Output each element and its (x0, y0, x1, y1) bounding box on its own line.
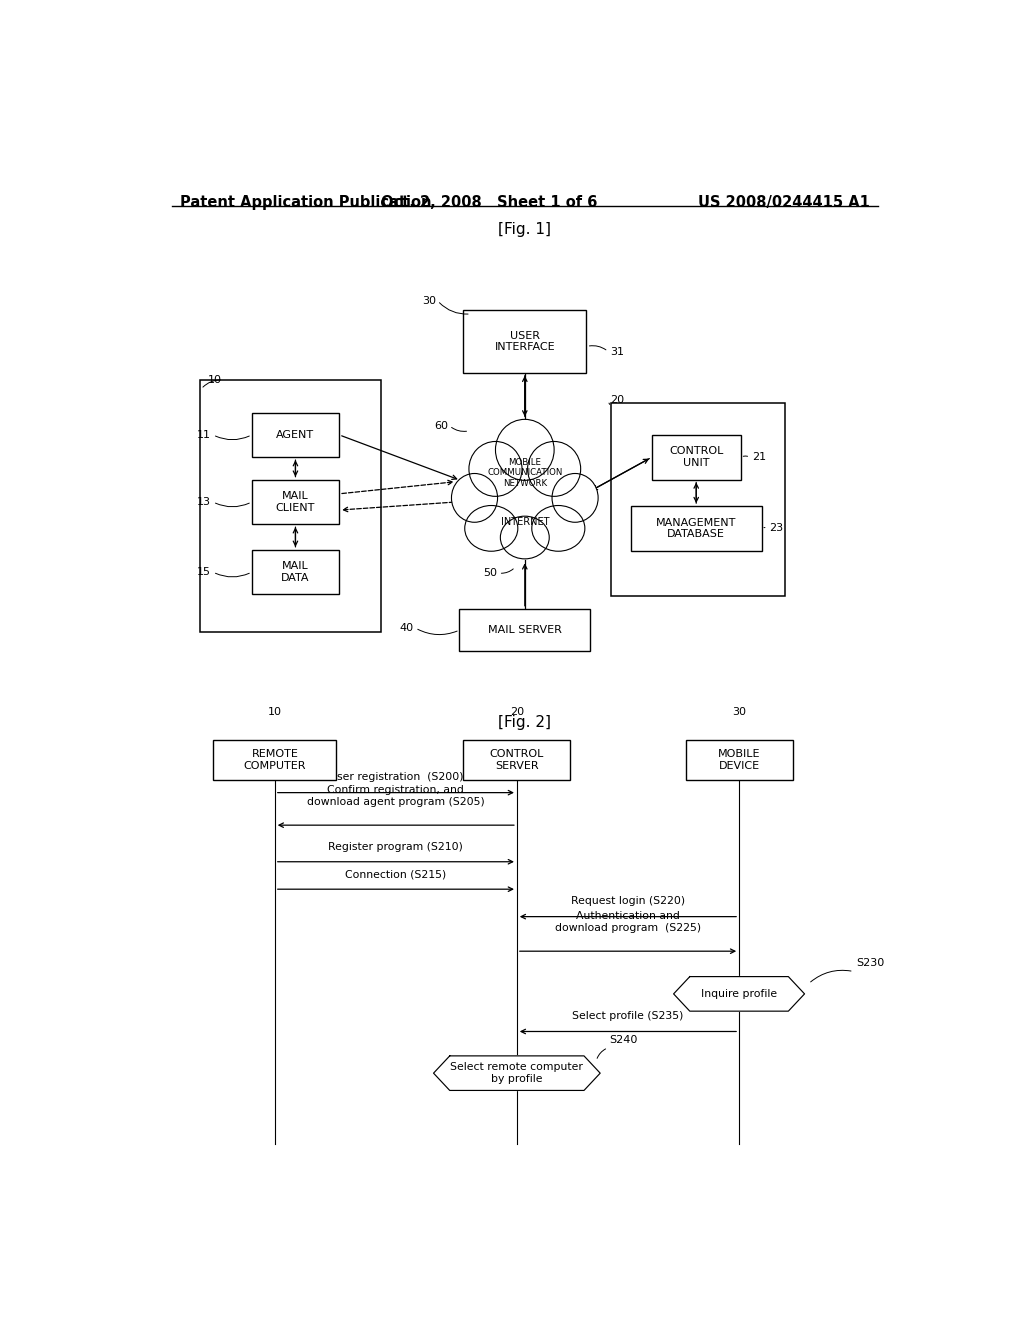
Ellipse shape (452, 474, 498, 523)
Text: USER
INTERFACE: USER INTERFACE (495, 330, 555, 352)
Text: 30: 30 (422, 296, 436, 306)
Text: 40: 40 (399, 623, 414, 634)
Text: Connection (S215): Connection (S215) (345, 869, 446, 879)
Text: Oct. 2, 2008   Sheet 1 of 6: Oct. 2, 2008 Sheet 1 of 6 (381, 195, 597, 210)
Text: Patent Application Publication: Patent Application Publication (179, 195, 431, 210)
FancyBboxPatch shape (213, 739, 336, 780)
Text: CONTROL
SERVER: CONTROL SERVER (489, 750, 544, 771)
Text: REMOTE
COMPUTER: REMOTE COMPUTER (244, 750, 306, 771)
Text: 10: 10 (208, 375, 221, 385)
Text: MAIL SERVER: MAIL SERVER (487, 624, 562, 635)
Text: [Fig. 2]: [Fig. 2] (499, 715, 551, 730)
Text: 21: 21 (752, 453, 766, 462)
Text: 50: 50 (483, 568, 497, 578)
Ellipse shape (469, 441, 522, 496)
Polygon shape (674, 977, 805, 1011)
Text: 11: 11 (198, 430, 211, 440)
Text: 30: 30 (732, 708, 746, 718)
Ellipse shape (465, 506, 518, 552)
Text: 60: 60 (434, 421, 447, 430)
Text: 13: 13 (198, 496, 211, 507)
Text: Request login (S220): Request login (S220) (571, 896, 685, 907)
Text: MAIL
CLIENT: MAIL CLIENT (275, 491, 315, 512)
Text: AGENT: AGENT (276, 430, 314, 440)
Text: Authentication and
download program  (S225): Authentication and download program (S22… (555, 911, 701, 933)
FancyBboxPatch shape (685, 739, 793, 780)
Text: CONTROL
UNIT: CONTROL UNIT (669, 446, 723, 469)
Text: Confirm registration, and
download agent program (S205): Confirm registration, and download agent… (307, 785, 484, 807)
Text: MAIL
DATA: MAIL DATA (282, 561, 309, 583)
Text: 20: 20 (510, 708, 524, 718)
Text: Select profile (S235): Select profile (S235) (572, 1011, 684, 1022)
Text: S240: S240 (609, 1035, 638, 1044)
Ellipse shape (552, 474, 598, 523)
Text: User registration  (S200): User registration (S200) (329, 772, 463, 783)
Text: MANAGEMENT
DATABASE: MANAGEMENT DATABASE (656, 517, 736, 539)
Text: 23: 23 (769, 523, 783, 533)
Ellipse shape (527, 441, 581, 496)
Text: MOBILE
COMMUNICATION
NETWORK: MOBILE COMMUNICATION NETWORK (487, 458, 562, 487)
Text: Select remote computer
by profile: Select remote computer by profile (451, 1063, 584, 1084)
FancyBboxPatch shape (252, 412, 339, 457)
Ellipse shape (496, 420, 554, 480)
Text: [Fig. 1]: [Fig. 1] (499, 222, 551, 238)
Text: INTERNET: INTERNET (501, 517, 549, 527)
FancyBboxPatch shape (460, 609, 590, 651)
FancyBboxPatch shape (463, 739, 570, 780)
Text: Register program (S210): Register program (S210) (329, 842, 463, 851)
Text: Inquire profile: Inquire profile (701, 989, 777, 999)
Text: US 2008/0244415 A1: US 2008/0244415 A1 (698, 195, 870, 210)
FancyBboxPatch shape (463, 310, 587, 372)
Text: MOBILE
DEVICE: MOBILE DEVICE (718, 750, 761, 771)
FancyBboxPatch shape (651, 434, 740, 479)
Ellipse shape (476, 442, 573, 541)
Ellipse shape (531, 506, 585, 552)
FancyBboxPatch shape (631, 506, 762, 550)
Text: 20: 20 (610, 395, 625, 405)
Text: 31: 31 (609, 347, 624, 356)
Text: 15: 15 (198, 568, 211, 577)
Text: 10: 10 (268, 708, 282, 718)
FancyBboxPatch shape (252, 479, 339, 524)
FancyBboxPatch shape (252, 549, 339, 594)
Ellipse shape (501, 516, 549, 558)
Polygon shape (433, 1056, 600, 1090)
Text: S230: S230 (856, 958, 885, 969)
